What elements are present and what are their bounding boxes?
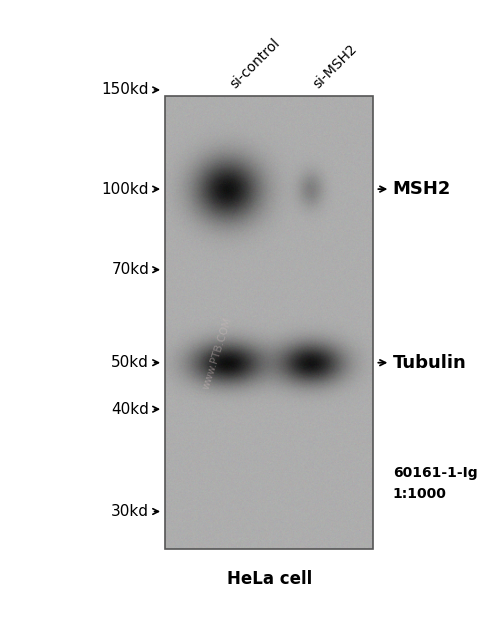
Text: 150kd: 150kd [102, 82, 149, 97]
Text: si-MSH2: si-MSH2 [311, 42, 360, 91]
Text: 30kd: 30kd [111, 504, 149, 519]
Text: 70kd: 70kd [111, 262, 149, 277]
Text: 100kd: 100kd [102, 182, 149, 197]
Bar [165, 96, 373, 549]
Text: Tubulin: Tubulin [393, 353, 466, 372]
Text: 50kd: 50kd [111, 355, 149, 370]
Text: si-control: si-control [228, 36, 283, 91]
Text: MSH2: MSH2 [393, 180, 451, 198]
Text: 60161-1-Ig
1:1000: 60161-1-Ig 1:1000 [393, 466, 477, 501]
Text: www.PTB.COM: www.PTB.COM [201, 316, 234, 391]
Text: HeLa cell: HeLa cell [227, 570, 312, 588]
Text: 40kd: 40kd [111, 402, 149, 417]
